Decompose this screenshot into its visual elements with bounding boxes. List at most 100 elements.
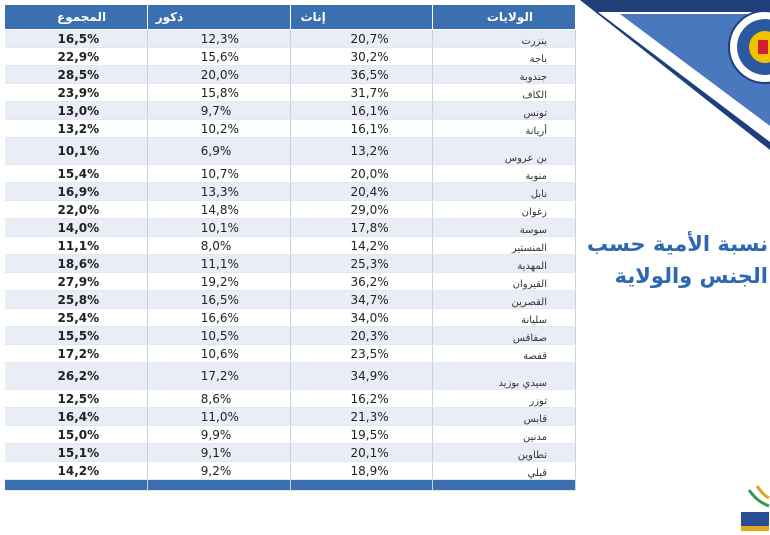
governorate-cell: منوبة (432, 164, 576, 183)
governorate-cell: توزر (432, 389, 576, 408)
governorate-cell: قابس (432, 407, 576, 426)
female-cell: 34,7% (290, 290, 434, 309)
female-cell: 21,3% (290, 407, 434, 426)
female-cell: 25,3% (290, 254, 434, 273)
male-cell: 12,3% (147, 29, 291, 48)
male-cell: 16,5% (147, 290, 291, 309)
governorate-cell: مدنين (432, 425, 576, 444)
female-cell: 16,2% (290, 389, 434, 408)
total-cell: 27,9% (4, 272, 148, 291)
female-cell: 16,1% (290, 119, 434, 138)
female-cell: 29,0% (290, 200, 434, 219)
female-cell: 19,5% (290, 425, 434, 444)
governorate-cell: صفاقس (432, 326, 576, 345)
total-cell: 25,4% (4, 308, 148, 327)
table-row: 13,2% 10,2% 16,1% أريانة (4, 119, 576, 138)
total-cell: 15,0% (4, 425, 148, 444)
slide-title-line2: الجنس والولاية (614, 264, 768, 288)
male-cell: 14,8% (147, 200, 291, 219)
governorate-cell: تونس (432, 101, 576, 120)
governorate-cell: تطاوين (432, 443, 576, 462)
table-header-row: المجموع ذكور إناث الولايات (4, 4, 576, 30)
female-cell: 20,3% (290, 326, 434, 345)
governorate-cell: جندوبة (432, 65, 576, 84)
female-cell: 31,7% (290, 83, 434, 102)
total-cell: 11,1% (4, 236, 148, 255)
female-cell: 20,4% (290, 182, 434, 201)
male-cell: 11,1% (147, 254, 291, 273)
male-cell: 8,0% (147, 236, 291, 255)
table-footer-row (4, 479, 576, 491)
logo-fragment-icon (735, 480, 770, 531)
female-cell: 36,2% (290, 272, 434, 291)
male-cell: 10,1% (147, 218, 291, 237)
governorate-cell: المهدية (432, 254, 576, 273)
slide-title-line1: نسبة الأمية حسب (586, 232, 768, 256)
female-cell: 17,8% (290, 218, 434, 237)
table-row: 12,5% 8,6% 16,2% توزر (4, 389, 576, 408)
header-governorate: الولايات (432, 4, 576, 30)
table-row: 15,4% 10,7% 20,0% منوبة (4, 164, 576, 183)
total-cell: 16,9% (4, 182, 148, 201)
male-cell: 10,7% (147, 164, 291, 183)
governorate-cell: زغوان (432, 200, 576, 219)
total-cell: 15,1% (4, 443, 148, 462)
total-cell: 23,9% (4, 83, 148, 102)
total-cell: 16,5% (4, 29, 148, 48)
governorate-cell: سليانة (432, 308, 576, 327)
header-female: إناث (289, 4, 434, 30)
footer-cell (290, 479, 434, 491)
table-row: 28,5% 20,0% 36,5% جندوبة (4, 65, 576, 84)
male-cell: 6,9% (147, 137, 291, 165)
table-row: 16,4% 11,0% 21,3% قابس (4, 407, 576, 426)
female-cell: 34,9% (290, 362, 434, 390)
male-cell: 15,6% (147, 47, 291, 66)
table-row: 14,0% 10,1% 17,8% سوسة (4, 218, 576, 237)
female-cell: 16,1% (290, 101, 434, 120)
male-cell: 9,9% (147, 425, 291, 444)
table-row: 25,8% 16,5% 34,7% القصرين (4, 290, 576, 309)
table-row: 18,6% 11,1% 25,3% المهدية (4, 254, 576, 273)
governorate-cell: القصرين (432, 290, 576, 309)
table-row: 22,9% 15,6% 30,2% باجة (4, 47, 576, 66)
table-row: 14,2% 9,2% 18,9% قبلي (4, 461, 576, 480)
male-cell: 19,2% (147, 272, 291, 291)
male-cell: 9,1% (147, 443, 291, 462)
total-cell: 15,4% (4, 164, 148, 183)
table-row: 15,1% 9,1% 20,1% تطاوين (4, 443, 576, 462)
table-row: 15,0% 9,9% 19,5% مدنين (4, 425, 576, 444)
table-row: 11,1% 8,0% 14,2% المنستير (4, 236, 576, 255)
header-male: ذكور (146, 4, 291, 30)
table-row: 27,9% 19,2% 36,2% القيروان (4, 272, 576, 291)
total-cell: 14,2% (4, 461, 148, 480)
governorate-cell: سيدي بوزيد (432, 362, 576, 390)
banner-graphic (580, 0, 770, 150)
governorate-cell: أريانة (432, 119, 576, 138)
governorate-cell: القيروان (432, 272, 576, 291)
male-cell: 10,5% (147, 326, 291, 345)
male-cell: 20,0% (147, 65, 291, 84)
female-cell: 14,2% (290, 236, 434, 255)
total-cell: 18,6% (4, 254, 148, 273)
male-cell: 10,6% (147, 344, 291, 363)
female-cell: 30,2% (290, 47, 434, 66)
table-row: 26,2% 17,2% 34,9% سيدي بوزيد (4, 362, 576, 390)
male-cell: 17,2% (147, 362, 291, 390)
total-cell: 12,5% (4, 389, 148, 408)
total-cell: 22,0% (4, 200, 148, 219)
governorate-cell: قبلي (432, 461, 576, 480)
governorate-cell: بنزرت (432, 29, 576, 48)
governorate-cell: نابل (432, 182, 576, 201)
total-cell: 28,5% (4, 65, 148, 84)
footer-cell (147, 479, 291, 491)
table-row: 22,0% 14,8% 29,0% زغوان (4, 200, 576, 219)
female-cell: 13,2% (290, 137, 434, 165)
total-cell: 14,0% (4, 218, 148, 237)
literacy-table: المجموع ذكور إناث الولايات 16,5% 12,3% 20,… (4, 4, 576, 491)
footer-cell (4, 479, 148, 491)
governorate-cell: سوسة (432, 218, 576, 237)
female-cell: 18,9% (290, 461, 434, 480)
governorate-cell: بن عروس (432, 137, 576, 165)
male-cell: 8,6% (147, 389, 291, 408)
male-cell: 9,7% (147, 101, 291, 120)
